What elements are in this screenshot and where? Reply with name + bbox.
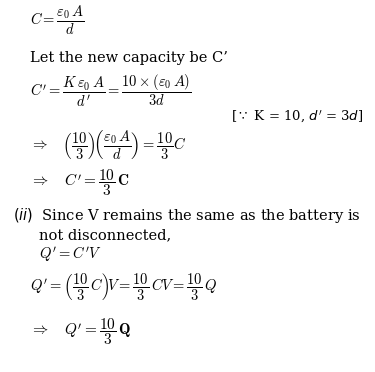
Text: $C = \dfrac{\varepsilon_0\, A}{d}$: $C = \dfrac{\varepsilon_0\, A}{d}$ <box>30 4 85 37</box>
Text: $(ii)$  Since V remains the same as the battery is: $(ii)$ Since V remains the same as the b… <box>13 205 361 225</box>
Text: Let the new capacity be C’: Let the new capacity be C’ <box>30 51 228 65</box>
Text: $C' = \dfrac{K\,\varepsilon_0\, A}{d'} = \dfrac{10 \times (\varepsilon_0\, A)}{3: $C' = \dfrac{K\,\varepsilon_0\, A}{d'} =… <box>30 73 192 109</box>
Text: $Q' = \left(\dfrac{10}{3}\,C\right)\!V = \dfrac{10}{3}\,CV = \dfrac{10}{3}\,Q$: $Q' = \left(\dfrac{10}{3}\,C\right)\!V =… <box>30 272 218 303</box>
Text: $\Rightarrow \quad C' = \dfrac{\mathbf{10}}{\mathbf{3}}\,\mathbf{C}$: $\Rightarrow \quad C' = \dfrac{\mathbf{1… <box>30 168 130 198</box>
Text: $\Rightarrow \quad Q' = \dfrac{\mathbf{10}}{\mathbf{3}}\,\mathbf{Q}$: $\Rightarrow \quad Q' = \dfrac{\mathbf{1… <box>30 317 131 347</box>
Text: [$\because$ K = 10, $d'$ = 3$d$]: [$\because$ K = 10, $d'$ = 3$d$] <box>231 108 364 124</box>
Text: not disconnected,: not disconnected, <box>39 228 172 242</box>
Text: $\Rightarrow \quad\left(\dfrac{10}{3}\right)\!\left(\dfrac{\varepsilon_0\, A}{d}: $\Rightarrow \quad\left(\dfrac{10}{3}\ri… <box>30 129 186 162</box>
Text: $Q' = C'V$: $Q' = C'V$ <box>39 244 102 263</box>
